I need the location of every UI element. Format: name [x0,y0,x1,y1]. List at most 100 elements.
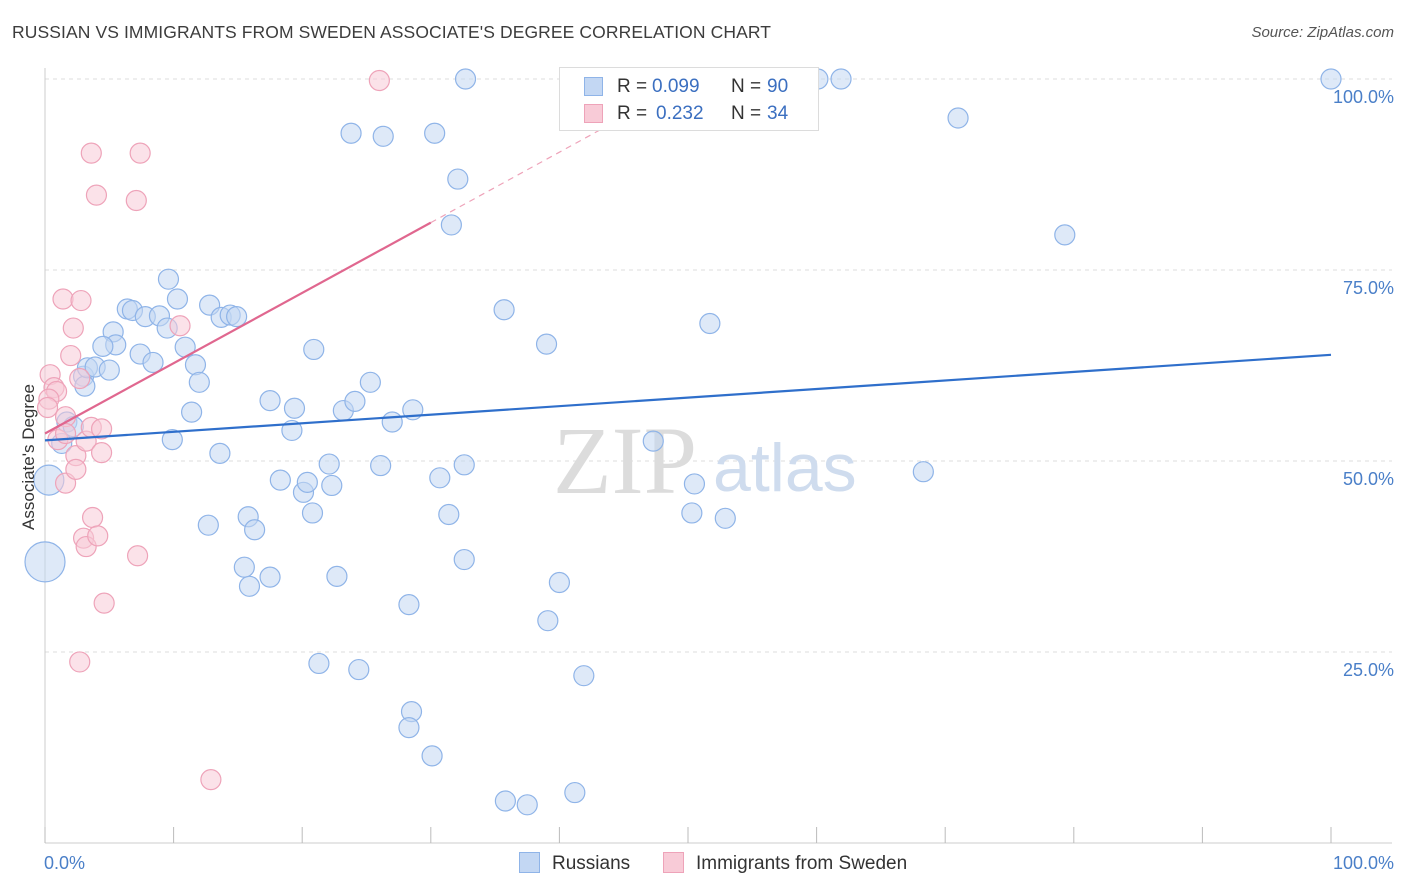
y-tick-label: 75.0% [1343,278,1394,298]
point-sweden [80,142,102,164]
legend-n-label: N = [731,103,762,124]
point-russians [226,306,248,328]
point-russians [912,461,934,483]
chart-title: RUSSIAN VS IMMIGRANTS FROM SWEDEN ASSOCI… [12,22,772,42]
grid-lines [45,78,1392,653]
point-russians [318,453,340,475]
point-russians [321,474,343,497]
point-russians [348,658,370,681]
point-russians [269,469,291,491]
point-russians [454,68,477,90]
point-russians [340,122,362,144]
point-sweden [129,142,151,164]
point-russians [209,442,231,464]
watermark-zip: ZIP [553,407,697,514]
point-russians [142,351,164,374]
point-russians [161,429,183,451]
point-russians [283,397,306,419]
bottom-legend-swatch-russians [519,852,540,873]
point-sweden [87,525,109,547]
zipatlas-watermark: ZIP atlas [553,407,857,514]
bottom-legend-label-sweden: Immigrants from Sweden [696,853,908,874]
legend-n-label: N = [731,76,762,97]
point-russians [564,781,586,804]
point-sweden [90,418,113,440]
point-russians [398,594,420,616]
y-tick-label: 100.0% [1333,87,1394,107]
bottom-legend-label-russians: Russians [552,853,631,874]
x-tick-label: 0.0% [44,853,85,873]
bottom-legend-russians: Russians [519,852,630,875]
point-russians [326,565,348,587]
trendline-sweden [44,221,432,435]
point-russians [359,371,381,393]
y-axis-label: Associate's Degree [19,384,38,530]
point-sweden [62,317,84,339]
point-russians [301,502,324,524]
legend-r-label: R = [617,103,648,124]
point-russians [535,333,558,355]
x-tick-label: 100.0% [1333,853,1394,873]
point-russians [493,299,515,321]
point-russians [398,717,420,739]
point-russians [453,548,475,571]
point-russians [573,665,595,687]
point-russians [453,454,475,476]
point-russians [259,566,281,588]
y-tick-label: 50.0% [1343,469,1394,489]
point-sweden [52,288,74,310]
point-russians [281,419,303,442]
data-points [24,68,1342,816]
point-russians [296,471,318,493]
point-sweden [81,506,104,529]
axes [44,68,1392,844]
point-russians [184,354,207,376]
point-russians [308,652,330,675]
point-russians [303,338,325,361]
legend-swatch-russians [584,77,603,96]
legend-r-value: 0.232 [656,103,704,124]
point-russians [714,507,736,529]
point-sweden [126,545,149,567]
point-russians [424,122,446,144]
point-russians [947,107,969,129]
point-russians [244,519,266,541]
point-russians [92,335,114,357]
bottom-legend-swatch-sweden [663,852,684,873]
point-russians [188,371,210,393]
point-russians [438,503,460,526]
point-sweden [36,396,59,419]
point-russians [494,790,516,812]
y-tick-label: 25.0% [1343,660,1394,680]
point-russians [259,390,281,412]
point-russians [238,575,261,597]
point-russians [1054,224,1076,246]
legend-swatch-sweden [584,104,603,123]
tick-labels: 25.0% 50.0% 75.0% 100.0% 0.0% 100.0% [44,87,1394,873]
point-russians [548,571,571,594]
point-sweden [70,289,92,312]
point-russians [381,411,403,433]
point-russians [537,610,559,632]
legend-r-label: R = [617,76,648,97]
point-sweden [69,651,91,673]
watermark-atlas: atlas [713,430,857,506]
point-sweden [90,441,113,464]
point-russians [344,390,366,413]
point-russians [429,467,451,489]
point-sweden [65,458,87,481]
point-russians [157,268,180,290]
point-sweden [60,344,82,367]
point-russians [166,288,189,310]
point-russians [681,502,703,524]
legend-r-value: 0.099 [652,76,700,97]
point-russians [421,745,443,767]
point-russians [370,454,392,477]
source-credit: Source: ZipAtlas.com [1251,24,1394,41]
point-russians [24,541,66,583]
point-sweden [200,768,222,791]
trendline-russians [44,353,1332,442]
point-russians [830,68,852,90]
point-sweden [368,69,390,92]
